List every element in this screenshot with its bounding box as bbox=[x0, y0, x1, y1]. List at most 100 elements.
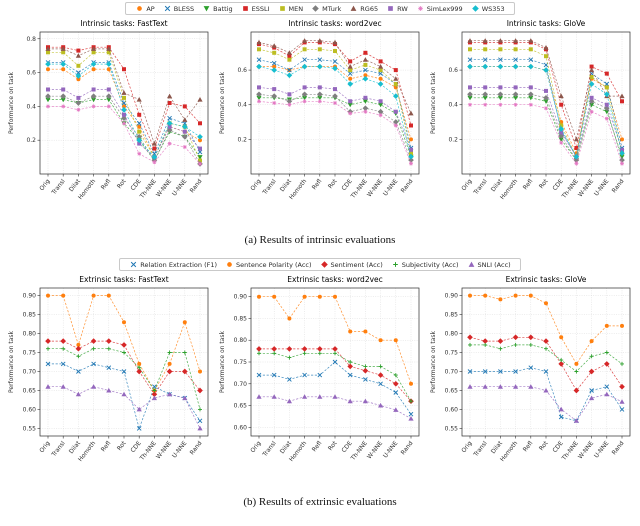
svg-text:0.2: 0.2 bbox=[26, 137, 36, 144]
svg-text:Rot: Rot bbox=[326, 177, 338, 190]
legend-label: MTurk bbox=[322, 4, 342, 13]
svg-text:Extrinsic tasks: GloVe: Extrinsic tasks: GloVe bbox=[505, 275, 586, 284]
svg-text:Rot: Rot bbox=[115, 439, 127, 452]
extrinsic-charts-row: 0.55 0.60 0.65 0.70 0.75 0.80 0.85 0.90 Orig Tran… bbox=[5, 272, 636, 494]
svg-text:Orig: Orig bbox=[38, 178, 51, 192]
svg-text:0.85: 0.85 bbox=[444, 312, 458, 319]
extrinsic-panel: Relation Extraction (F1) Sentence Polarit… bbox=[0, 256, 640, 510]
legend-label: SNLI (Acc) bbox=[477, 260, 511, 269]
svg-text:Rot: Rot bbox=[537, 439, 549, 452]
legend-item-sentiment-acc: Sentiment (Acc) bbox=[320, 260, 383, 269]
square-marker-icon bbox=[242, 6, 248, 11]
svg-text:0.6: 0.6 bbox=[448, 67, 458, 74]
svg-text:0.2: 0.2 bbox=[237, 136, 247, 143]
svg-text:0.80: 0.80 bbox=[22, 331, 36, 338]
svg-text:Performance on task: Performance on task bbox=[8, 331, 15, 393]
svg-text:CDE: CDE bbox=[340, 178, 353, 192]
svg-text:Refl: Refl bbox=[521, 178, 534, 191]
svg-text:Transl: Transl bbox=[471, 440, 488, 459]
svg-text:Rand: Rand bbox=[399, 440, 414, 457]
chart-intrinsic-tasks-word2vec: 0.2 0.4 0.6 Orig Transl Dilat Homoth Refl Rot CDE… bbox=[216, 16, 425, 232]
svg-text:U-NNE: U-NNE bbox=[170, 178, 188, 198]
svg-text:Rand: Rand bbox=[399, 178, 414, 195]
svg-text:Rand: Rand bbox=[188, 440, 203, 457]
svg-text:CDE: CDE bbox=[340, 440, 353, 454]
svg-text:0.60: 0.60 bbox=[444, 406, 458, 413]
svg-text:0.90: 0.90 bbox=[22, 293, 36, 300]
chart-intrinsic-tasks-fasttext: 0.2 0.4 0.6 0.8 Orig Transl Dilat Homoth Refl Rot… bbox=[5, 16, 214, 232]
square-marker-icon bbox=[279, 6, 285, 11]
svg-text:0.60: 0.60 bbox=[22, 406, 36, 413]
square-marker-icon bbox=[388, 6, 393, 11]
svg-text:Refl: Refl bbox=[99, 178, 112, 191]
svg-text:Refl: Refl bbox=[99, 440, 112, 453]
svg-text:CDE: CDE bbox=[551, 440, 564, 454]
legend-label: BLESS bbox=[173, 4, 195, 13]
svg-text:Rot: Rot bbox=[115, 177, 127, 190]
legend-label: Subjectivity (Acc) bbox=[401, 260, 459, 269]
svg-text:Performance on task: Performance on task bbox=[430, 331, 437, 393]
svg-text:0.70: 0.70 bbox=[22, 368, 36, 375]
legend-item-ap: AP bbox=[135, 4, 155, 13]
chart-extrinsic-tasks-glove: 0.55 0.60 0.65 0.70 0.75 0.80 0.85 0.90 Orig Tran… bbox=[427, 272, 636, 494]
svg-text:0.90: 0.90 bbox=[233, 294, 247, 301]
svg-text:Transl: Transl bbox=[49, 440, 66, 459]
legend-item-battig: Battig bbox=[202, 4, 233, 13]
caption-intrinsic: (a) Results of intrinsic evaluations bbox=[244, 234, 396, 246]
svg-text:Dilat: Dilat bbox=[67, 177, 82, 193]
chart-canvas: 0.55 0.60 0.65 0.70 0.75 0.80 0.85 0.90 OrigTran… bbox=[8, 275, 208, 463]
svg-text:Rot: Rot bbox=[326, 439, 338, 452]
svg-text:Transl: Transl bbox=[49, 178, 66, 197]
legend-label: Relation Extraction (F1) bbox=[140, 260, 218, 269]
svg-text:U-NNE: U-NNE bbox=[170, 440, 188, 460]
legend-label: ESSLI bbox=[251, 4, 270, 13]
svg-text:0.80: 0.80 bbox=[444, 331, 458, 338]
legend-label: Battig bbox=[213, 4, 233, 13]
svg-text:Transl: Transl bbox=[260, 178, 277, 197]
triangle-up-marker-icon bbox=[350, 5, 357, 11]
svg-text:0.6: 0.6 bbox=[26, 70, 36, 77]
svg-text:0.80: 0.80 bbox=[233, 337, 247, 344]
legend-item-subjectivity-acc: Subjectivity (Acc) bbox=[391, 260, 459, 269]
svg-text:0.75: 0.75 bbox=[233, 359, 247, 366]
svg-text:W-NNE: W-NNE bbox=[154, 178, 172, 199]
legend-label: RG65 bbox=[360, 4, 379, 13]
chart-canvas: 0.55 0.60 0.65 0.70 0.75 0.80 0.85 0.90 OrigTran… bbox=[430, 275, 630, 463]
svg-text:Performance on task: Performance on task bbox=[219, 331, 226, 393]
svg-text:0.60: 0.60 bbox=[233, 424, 247, 431]
svg-text:Extrinsic tasks: word2vec: Extrinsic tasks: word2vec bbox=[287, 275, 383, 284]
svg-text:W-NNE: W-NNE bbox=[365, 440, 383, 461]
svg-text:0.65: 0.65 bbox=[233, 403, 247, 410]
svg-text:0.4: 0.4 bbox=[237, 102, 247, 109]
svg-text:W-NNE: W-NNE bbox=[365, 178, 383, 199]
svg-text:Extrinsic tasks: FastText: Extrinsic tasks: FastText bbox=[79, 275, 168, 284]
svg-text:U-NNE: U-NNE bbox=[381, 440, 399, 460]
svg-text:0.55: 0.55 bbox=[22, 425, 36, 432]
svg-text:Refl: Refl bbox=[310, 178, 323, 191]
svg-text:W-NNE: W-NNE bbox=[576, 178, 594, 199]
svg-text:Orig: Orig bbox=[460, 440, 473, 454]
svg-text:Rot: Rot bbox=[537, 177, 549, 190]
legend-item-men: MEN bbox=[278, 4, 303, 13]
svg-text:0.85: 0.85 bbox=[233, 315, 247, 322]
svg-text:Rand: Rand bbox=[610, 440, 625, 457]
x-marker-icon bbox=[131, 261, 137, 268]
legend-item-mturk: MTurk bbox=[311, 4, 341, 13]
legend-label: Sentiment (Acc) bbox=[330, 260, 383, 269]
legend-item-rw: RW bbox=[386, 4, 408, 13]
svg-text:W-NNE: W-NNE bbox=[154, 440, 172, 461]
triangle-down-marker-icon bbox=[203, 6, 210, 12]
chart-extrinsic-tasks-word2vec: 0.60 0.65 0.70 0.75 0.80 0.85 0.90 Orig Transl Di… bbox=[216, 272, 425, 494]
svg-text:0.70: 0.70 bbox=[233, 381, 247, 388]
svg-text:U-NNE: U-NNE bbox=[381, 178, 399, 198]
legend-item-essli: ESSLI bbox=[241, 4, 270, 13]
svg-text:Dilat: Dilat bbox=[278, 439, 293, 455]
legend-item-rg65: RG65 bbox=[349, 4, 378, 13]
svg-text:Orig: Orig bbox=[249, 178, 262, 192]
svg-text:Dilat: Dilat bbox=[489, 177, 504, 193]
intrinsic-panel: AP BLESS Battig ESSLI MEN MTurk RG65 RW SimLex99… bbox=[0, 0, 640, 248]
svg-text:0.65: 0.65 bbox=[444, 387, 458, 394]
svg-text:Performance on task: Performance on task bbox=[430, 72, 437, 134]
